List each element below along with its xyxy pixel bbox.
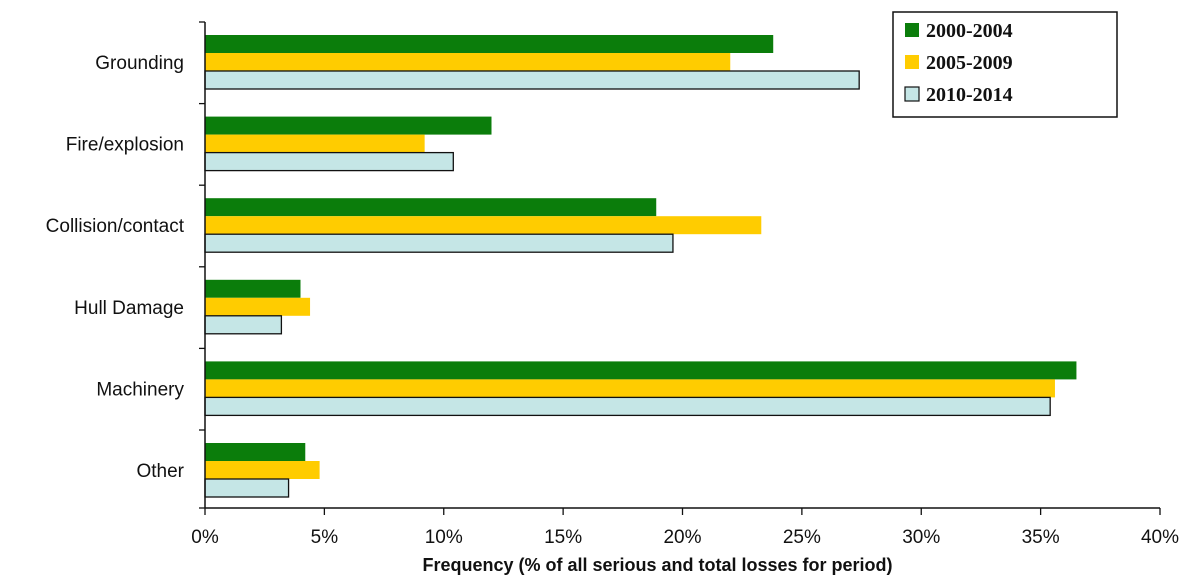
x-ticks: 0% 5% 10% 15% 20% 25% 30% 35% 40% bbox=[191, 508, 1179, 548]
x-axis-title: Frequency (% of all serious and total lo… bbox=[422, 555, 892, 575]
x-tick-label: 10% bbox=[425, 527, 463, 548]
bar-other-2005-2009 bbox=[205, 461, 320, 479]
bar-hull-damage-2000-2004 bbox=[205, 279, 301, 298]
bar-hull-damage-2005-2009 bbox=[205, 297, 311, 316]
x-tick-label: 40% bbox=[1141, 527, 1179, 548]
bars-group bbox=[204, 35, 1077, 498]
bar-collision-contact-2000-2004 bbox=[205, 198, 657, 217]
bar-other-2010-2014 bbox=[204, 478, 290, 498]
bar-hull-damage-2010-2014 bbox=[204, 315, 283, 335]
bar-machinery-2010-2014 bbox=[204, 396, 1051, 417]
x-tick-label: 20% bbox=[663, 527, 701, 548]
bar-grounding-2005-2009 bbox=[205, 53, 731, 71]
category-label: Grounding bbox=[95, 53, 184, 74]
bar-other-2000-2004 bbox=[205, 443, 306, 461]
bar-fire-explosion-2005-2009 bbox=[205, 134, 425, 153]
category-labels: Grounding Fire/explosion Collision/contact… bbox=[46, 21, 205, 509]
bar-grounding-2000-2004 bbox=[205, 35, 774, 53]
legend-swatch bbox=[905, 23, 919, 37]
bar-grounding-2010-2014 bbox=[204, 70, 860, 90]
x-tick-label: 15% bbox=[544, 527, 582, 548]
category-label: Other bbox=[136, 461, 184, 482]
bar-fire-explosion-2010-2014 bbox=[204, 151, 454, 172]
x-tick-label: 25% bbox=[783, 527, 821, 548]
bar-collision-contact-2005-2009 bbox=[205, 216, 762, 235]
legend-label: 2000-2004 bbox=[926, 20, 1013, 42]
category-label: Fire/explosion bbox=[66, 135, 184, 156]
category-label: Hull Damage bbox=[74, 298, 184, 319]
category-label: Collision/contact bbox=[46, 216, 185, 237]
x-tick-label: 5% bbox=[311, 527, 339, 548]
bar-machinery-2005-2009 bbox=[205, 379, 1055, 398]
legend-label: 2005-2009 bbox=[926, 52, 1013, 74]
x-tick-label: 30% bbox=[902, 527, 940, 548]
bar-collision-contact-2010-2014 bbox=[204, 233, 674, 253]
legend-label: 2010-2014 bbox=[926, 84, 1013, 106]
x-tick-label: 35% bbox=[1022, 527, 1060, 548]
bar-fire-explosion-2000-2004 bbox=[205, 116, 492, 135]
legend-box bbox=[892, 11, 1118, 118]
legend-swatch bbox=[905, 55, 919, 69]
legend-swatch bbox=[904, 86, 920, 102]
x-tick-label: 0% bbox=[191, 527, 219, 548]
legend: 2000-2004 2005-2009 2010-2014 bbox=[892, 11, 1118, 118]
category-label: Machinery bbox=[96, 379, 184, 400]
bar-machinery-2000-2004 bbox=[205, 361, 1077, 380]
